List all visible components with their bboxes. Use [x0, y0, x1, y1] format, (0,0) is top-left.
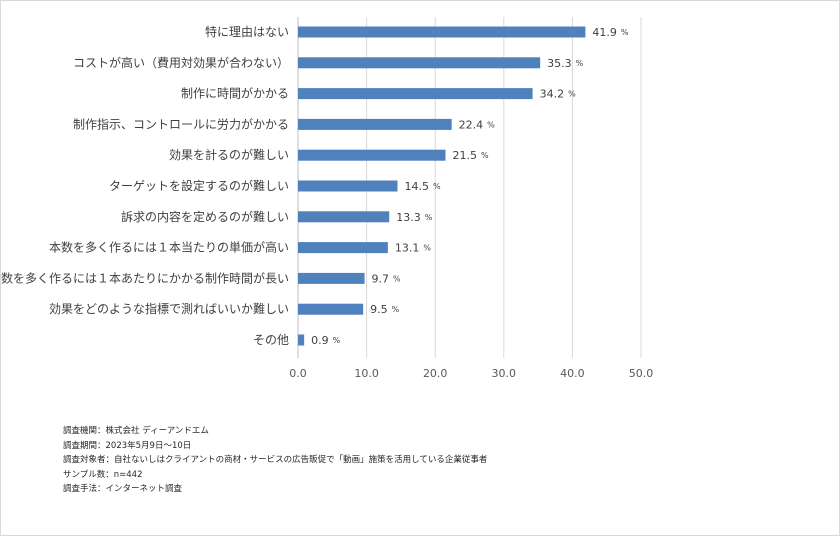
data-label: 0.9%: [311, 334, 341, 347]
bar: [298, 180, 398, 192]
category-label: 制作に時間がかかる: [181, 86, 289, 101]
x-tick-label: 20.0: [423, 367, 448, 380]
note-method: 調査手法：インターネット調査: [63, 484, 183, 495]
x-tick-label: 40.0: [560, 367, 585, 380]
bar: [298, 303, 364, 315]
note-sample-size: サンプル数：n=442: [63, 469, 143, 480]
bar: [298, 149, 446, 161]
category-label: 本数を多く作るには１本あたりにかかる制作時間が長い: [1, 270, 289, 285]
x-tick-label: 10.0: [354, 367, 379, 380]
category-label: 本数を多く作るには１本当たりの単価が高い: [49, 240, 289, 255]
x-tick-label: 0.0: [289, 367, 307, 380]
category-label: 効果を計るのが難しい: [169, 147, 289, 162]
category-label: 特に理由はない: [205, 24, 289, 39]
note-target: 調査対象者：自社ないしはクライアントの商材・サービスの広告販促で「動画」施策を活…: [63, 455, 488, 466]
category-label: その他: [253, 333, 289, 347]
data-label-unit: %: [433, 182, 441, 191]
category-label: コストが高い（費用対効果が合わない）: [73, 55, 289, 70]
bar: [298, 88, 533, 100]
data-label: 22.4%: [459, 118, 496, 131]
survey-notes: 調査機関：株式会社 ディーアンドエム 調査期間：2023年5月9日～10日 調査…: [63, 424, 487, 497]
data-label: 41.9%: [592, 26, 629, 39]
data-label: 9.5%: [370, 303, 400, 316]
data-label-unit: %: [425, 213, 433, 222]
note-period: 調査期間：2023年5月9日～10日: [63, 440, 192, 451]
data-label-unit: %: [481, 151, 489, 160]
bar: [298, 334, 305, 346]
data-label-unit: %: [423, 244, 431, 253]
category-label: 訴求の内容を定めるのが難しい: [121, 209, 289, 224]
data-label-unit: %: [568, 90, 576, 99]
data-label-unit: %: [621, 28, 629, 37]
data-label-unit: %: [576, 59, 584, 68]
x-tick-label: 50.0: [629, 367, 654, 380]
bar: [298, 118, 452, 130]
data-label: 34.2%: [540, 88, 577, 101]
data-label: 13.3%: [396, 211, 433, 224]
data-label-unit: %: [487, 120, 495, 129]
bar: [298, 272, 365, 284]
category-label: 制作指示、コントロールに労力がかかる: [73, 116, 289, 131]
bar: [298, 57, 541, 69]
bar: [298, 26, 586, 38]
data-label: 35.3%: [547, 57, 584, 70]
data-label-unit: %: [392, 305, 400, 314]
data-label-unit: %: [333, 336, 341, 345]
data-label: 9.7%: [372, 272, 402, 285]
category-label: ターゲットを設定するのが難しい: [109, 178, 289, 193]
category-label: 効果をどのような指標で測ればいいか難しい: [49, 301, 289, 316]
data-label-unit: %: [393, 274, 401, 283]
note-agency: 調査機関：株式会社 ディーアンドエム: [63, 426, 209, 436]
bar: [298, 211, 390, 223]
data-label: 13.1%: [395, 242, 432, 255]
x-tick-label: 30.0: [492, 367, 517, 380]
bar: [298, 242, 388, 254]
data-label: 21.5%: [452, 149, 489, 162]
